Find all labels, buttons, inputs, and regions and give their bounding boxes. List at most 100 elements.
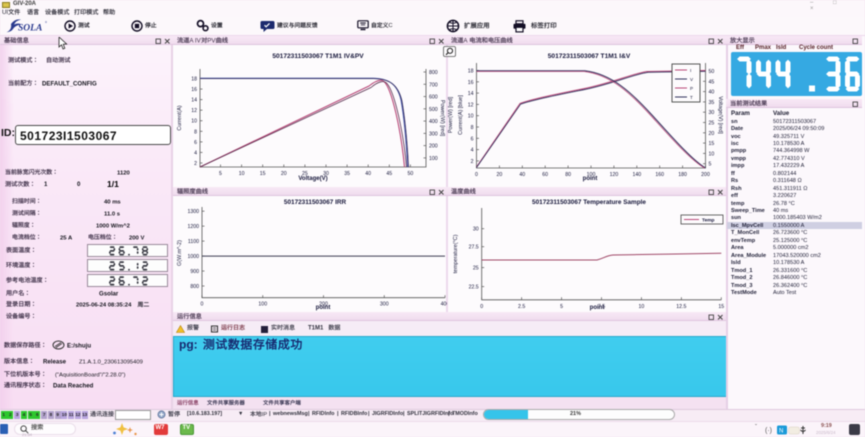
svg-text:1300: 1300 xyxy=(187,209,199,215)
svg-text:100: 100 xyxy=(429,156,438,162)
svg-text:Current(A) [blue]: Current(A) [blue] xyxy=(458,95,464,135)
svg-text:40: 40 xyxy=(709,90,715,96)
svg-text:10: 10 xyxy=(709,151,715,157)
svg-text:20: 20 xyxy=(709,131,715,137)
svg-text:200: 200 xyxy=(429,144,438,150)
svg-text:50172311503067 Temperature Sam: 50172311503067 Temperature Sample xyxy=(532,199,646,206)
svg-text:35: 35 xyxy=(344,171,350,177)
svg-text:100: 100 xyxy=(258,302,267,308)
svg-text:45: 45 xyxy=(386,171,392,177)
svg-text:22.5: 22.5 xyxy=(469,285,479,291)
svg-text:25: 25 xyxy=(473,266,479,272)
svg-text:UI: UI xyxy=(2,9,8,16)
svg-text:120: 120 xyxy=(610,172,619,178)
svg-text:18: 18 xyxy=(468,69,474,75)
svg-text:25: 25 xyxy=(709,121,715,127)
svg-text:6: 6 xyxy=(194,140,197,146)
svg-text:G(W.m^-2): G(W.m^-2) xyxy=(177,240,183,266)
svg-text:200: 200 xyxy=(701,172,710,178)
svg-text:800: 800 xyxy=(429,70,438,76)
svg-text:20: 20 xyxy=(497,172,503,178)
svg-text:1000: 1000 xyxy=(187,254,199,260)
svg-text:900: 900 xyxy=(190,269,199,275)
svg-text:5: 5 xyxy=(219,171,222,177)
svg-text:800: 800 xyxy=(190,284,199,290)
svg-text:A IV: A IV xyxy=(189,37,201,44)
svg-text:16: 16 xyxy=(468,80,474,86)
svg-text:40 ms: 40 ms xyxy=(104,200,121,206)
svg-text:27.5: 27.5 xyxy=(469,245,479,251)
svg-text:Z1.A.1.0_230613095409: Z1.A.1.0_230613095409 xyxy=(79,359,143,365)
svg-text:400: 400 xyxy=(441,302,447,308)
svg-text:15: 15 xyxy=(260,171,266,177)
svg-text:6: 6 xyxy=(471,136,474,142)
svg-text:10: 10 xyxy=(191,119,197,125)
svg-text:200: 200 xyxy=(319,302,328,308)
svg-text:14: 14 xyxy=(191,98,197,104)
svg-text:("AquisitionBoard"/"2.28.0"): ("AquisitionBoard"/"2.28.0") xyxy=(55,372,125,378)
svg-text:180: 180 xyxy=(678,172,687,178)
svg-text:point: point xyxy=(316,305,331,311)
svg-text:A: A xyxy=(463,37,469,44)
svg-text:1100: 1100 xyxy=(188,239,199,245)
svg-text:Data Reached: Data Reached xyxy=(53,383,94,390)
svg-text:300: 300 xyxy=(380,302,389,308)
svg-text:I: I xyxy=(690,68,691,73)
svg-text:Power(W) [red]: Power(W) [red] xyxy=(439,100,445,137)
svg-text:20: 20 xyxy=(281,171,287,177)
svg-text:600: 600 xyxy=(429,95,438,101)
svg-text:25 A: 25 A xyxy=(60,236,73,242)
svg-text:11.0 s: 11.0 s xyxy=(104,212,121,218)
svg-text:T: T xyxy=(690,95,693,100)
svg-text:Gsolar: Gsolar xyxy=(99,291,119,298)
svg-text:50172311503067 T1M1 I&V: 50172311503067 T1M1 I&V xyxy=(548,53,631,60)
svg-text:2025-06-24 08:35:24: 2025-06-24 08:35:24 xyxy=(76,303,133,309)
svg-text:N: N xyxy=(779,428,783,434)
svg-text:10: 10 xyxy=(639,304,645,310)
svg-text:Voltage(V) [red]: Voltage(V) [red] xyxy=(717,96,723,134)
svg-text:°: ° xyxy=(45,21,47,27)
svg-text:Temp: Temp xyxy=(702,218,715,224)
svg-text:P: P xyxy=(690,86,693,91)
svg-text:400: 400 xyxy=(429,119,438,125)
svg-text:16: 16 xyxy=(191,87,197,93)
svg-text:IP: IP xyxy=(262,412,268,418)
svg-text:8: 8 xyxy=(471,125,474,131)
svg-text:14: 14 xyxy=(468,91,474,97)
svg-text:140: 140 xyxy=(632,172,641,178)
svg-text:1000 W/m^2: 1000 W/m^2 xyxy=(96,224,131,230)
svg-text:point: point xyxy=(590,305,605,311)
svg-text:50: 50 xyxy=(408,171,414,177)
svg-text:(·): (·) xyxy=(765,427,772,434)
svg-text:4: 4 xyxy=(194,150,197,156)
svg-text:50: 50 xyxy=(709,69,715,75)
svg-text:Voltage(V): Voltage(V) xyxy=(298,176,327,182)
svg-text:0: 0 xyxy=(475,172,478,178)
svg-text:2: 2 xyxy=(471,159,474,165)
svg-text:DEFAULT_CONFIG: DEFAULT_CONFIG xyxy=(42,81,97,88)
svg-text:200 V: 200 V xyxy=(129,236,144,242)
svg-text:40: 40 xyxy=(365,171,371,177)
svg-text:5: 5 xyxy=(560,304,563,310)
svg-text:0: 0 xyxy=(480,304,483,310)
svg-text:25: 25 xyxy=(302,171,308,177)
svg-text:15: 15 xyxy=(709,141,715,147)
svg-text:2.5: 2.5 xyxy=(518,304,525,310)
svg-text:10: 10 xyxy=(468,114,474,120)
svg-text:100: 100 xyxy=(587,172,596,178)
svg-text:50172311503067 T1M1 IV&PV: 50172311503067 T1M1 IV&PV xyxy=(272,53,364,60)
svg-text:12: 12 xyxy=(191,108,197,114)
svg-text:10: 10 xyxy=(239,171,245,177)
svg-text:80: 80 xyxy=(565,172,571,178)
svg-text:15: 15 xyxy=(718,304,724,310)
svg-text:5: 5 xyxy=(709,162,712,168)
svg-text:12: 12 xyxy=(468,102,474,108)
svg-text:Release: Release xyxy=(43,359,67,366)
svg-text:30: 30 xyxy=(473,227,479,233)
svg-text:temperature(°C): temperature(°C) xyxy=(453,234,459,273)
svg-text:0: 0 xyxy=(201,302,204,308)
svg-text:160: 160 xyxy=(655,172,664,178)
svg-text:PV: PV xyxy=(207,37,216,44)
svg-text:35: 35 xyxy=(709,100,715,106)
svg-text:Current(A): Current(A) xyxy=(177,105,183,130)
